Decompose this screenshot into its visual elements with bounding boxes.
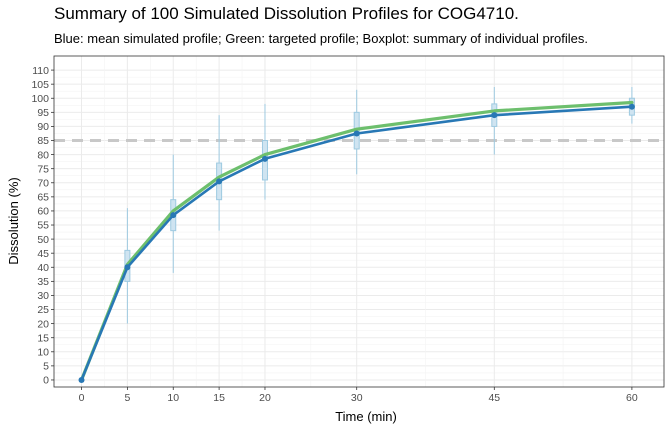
chart-title: Summary of 100 Simulated Dissolution Pro…	[54, 4, 519, 23]
panel-border-group	[53, 55, 665, 388]
y-tick-label: 55	[37, 220, 49, 232]
x-axis-title: Time (min)	[335, 409, 397, 424]
y-tick-label: 65	[37, 192, 49, 204]
y-tick-label: 35	[37, 276, 49, 288]
y-tick-label: 45	[37, 248, 49, 260]
series-point	[261, 155, 268, 162]
y-tick-label: 25	[37, 304, 49, 316]
y-tick-label: 80	[37, 149, 49, 161]
y-tick-label: 75	[37, 163, 49, 175]
series-point	[628, 103, 635, 110]
y-tick-label: 15	[37, 332, 49, 344]
series-point	[124, 264, 131, 271]
y-tick-label: 0	[43, 375, 49, 387]
panel-border	[53, 55, 665, 388]
y-tick-label: 90	[37, 121, 49, 133]
x-tick-label: 10	[167, 392, 179, 404]
series-line	[79, 100, 634, 382]
y-tick-label: 70	[37, 177, 49, 189]
series-point	[491, 112, 498, 119]
series-point	[216, 178, 223, 185]
x-tick-label: 0	[79, 392, 85, 404]
y-tick-label: 40	[37, 262, 49, 274]
x-tick-label: 15	[213, 392, 225, 404]
y-axis-title: Dissolution (%)	[6, 177, 21, 264]
y-tick-label: 20	[37, 318, 49, 330]
y-tick-label: 5	[43, 361, 49, 373]
x-tick-label: 30	[351, 392, 363, 404]
x-axis: 0 5 10 15 20 30 45 60	[79, 387, 638, 404]
y-tick-label: 105	[31, 79, 49, 91]
y-tick-label: 60	[37, 206, 49, 218]
series-point	[78, 376, 85, 383]
y-tick-label: 10	[37, 346, 49, 358]
y-tick-label: 50	[37, 234, 49, 246]
y-tick-label: 95	[37, 107, 49, 119]
series-line	[80, 105, 634, 382]
x-tick-label: 20	[259, 392, 271, 404]
series-lines	[78, 100, 635, 383]
x-tick-label: 5	[124, 392, 130, 404]
y-tick-label: 100	[31, 93, 49, 105]
x-tick-label: 45	[488, 392, 500, 404]
chart-subtitle: Blue: mean simulated profile; Green: tar…	[54, 31, 588, 46]
series-point	[170, 212, 177, 219]
y-axis: 0 5 10 15 20 25 30 35 40 45 50 55 60 65 70 75 80 85 90 95 10…	[31, 65, 54, 387]
y-tick-label: 85	[37, 135, 49, 147]
y-tick-label: 30	[37, 290, 49, 302]
x-tick-label: 60	[626, 392, 638, 404]
series-point	[353, 130, 360, 137]
y-tick-label: 110	[32, 65, 49, 77]
